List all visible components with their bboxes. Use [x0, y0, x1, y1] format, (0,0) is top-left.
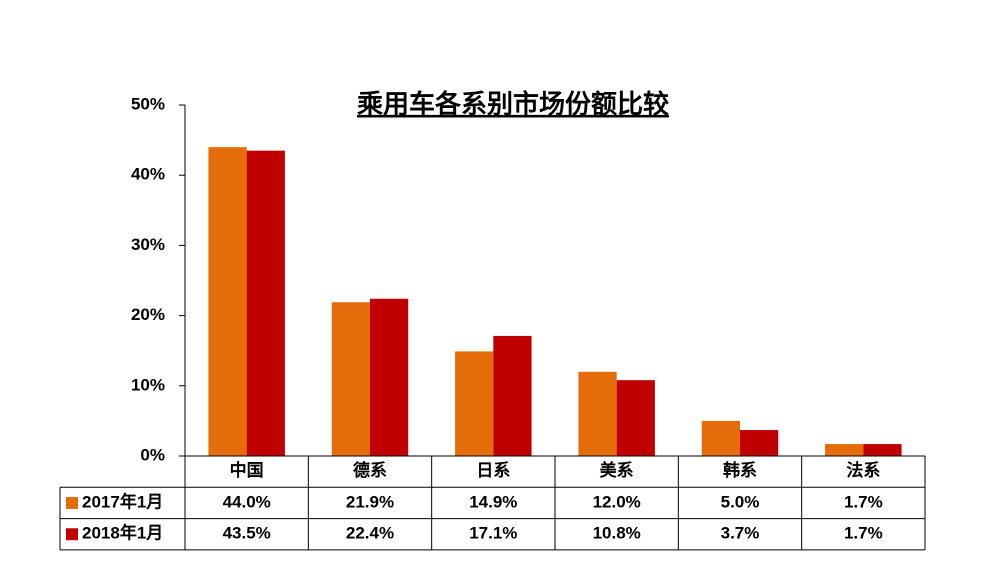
- legend-swatch: [66, 528, 78, 541]
- table-value: 1.7%: [844, 524, 883, 543]
- table-value: 22.4%: [346, 524, 394, 543]
- bar: [493, 335, 532, 456]
- bar: [863, 444, 902, 456]
- bar: [740, 430, 779, 456]
- table-value: 3.7%: [721, 524, 760, 543]
- x-tick-label: 韩系: [723, 460, 757, 480]
- table-value: 43.5%: [223, 524, 271, 543]
- bar: [616, 380, 655, 456]
- table-value: 5.0%: [721, 492, 760, 511]
- y-tick-label: 40%: [131, 165, 165, 184]
- bar: [370, 298, 409, 456]
- table-value: 14.9%: [469, 492, 517, 511]
- y-tick-label: 30%: [131, 235, 165, 254]
- x-tick-label: 美系: [600, 460, 634, 480]
- bar: [246, 150, 285, 456]
- table-value: 21.9%: [346, 492, 394, 511]
- table-value: 44.0%: [223, 492, 271, 511]
- x-tick-label: 法系: [846, 460, 880, 480]
- bar: [578, 371, 617, 456]
- x-tick-label: 德系: [353, 460, 387, 480]
- table-value: 12.0%: [593, 492, 641, 511]
- y-tick-label: 0%: [140, 445, 165, 464]
- legend-label: 2018年1月: [82, 523, 163, 543]
- bar: [208, 147, 247, 456]
- table-value: 1.7%: [844, 492, 883, 511]
- bar: [825, 444, 864, 456]
- y-tick-label: 10%: [131, 375, 165, 394]
- x-tick-label: 中国: [230, 460, 264, 480]
- x-tick-label: 日系: [476, 461, 510, 480]
- table-value: 10.8%: [593, 524, 641, 543]
- bar: [455, 351, 494, 456]
- chart-title: 乘用车各系别市场份额比较: [356, 89, 669, 119]
- y-tick-label: 20%: [131, 305, 165, 324]
- legend-label: 2017年1月: [82, 491, 163, 511]
- table-value: 17.1%: [469, 524, 517, 543]
- bar: [331, 302, 370, 456]
- bar: [701, 420, 740, 456]
- y-tick-label: 50%: [131, 94, 165, 113]
- legend-swatch: [66, 496, 78, 509]
